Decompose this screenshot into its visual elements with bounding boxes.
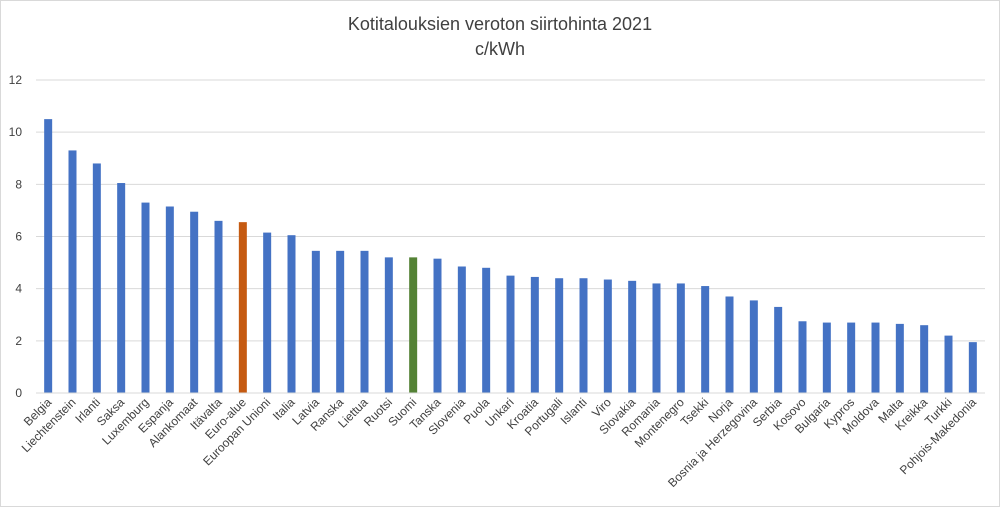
bar <box>44 119 53 393</box>
bar <box>798 321 807 393</box>
bar <box>117 183 126 393</box>
bar <box>847 322 856 393</box>
bar <box>555 278 564 393</box>
bar <box>190 211 199 393</box>
bar <box>384 257 393 393</box>
bar <box>530 276 539 393</box>
bar <box>360 250 369 393</box>
bar <box>822 322 831 393</box>
bar <box>165 206 174 393</box>
bar <box>238 222 247 393</box>
bar <box>433 258 442 393</box>
bar <box>895 323 904 393</box>
bars <box>44 119 977 393</box>
bar <box>141 202 150 393</box>
chart-subtitle: c/kWh <box>474 39 525 59</box>
bar <box>92 163 101 393</box>
bar <box>652 283 661 393</box>
x-tick-label: Islanti <box>558 395 590 427</box>
bar <box>603 279 612 393</box>
bar <box>287 235 296 393</box>
y-tick-label: 8 <box>15 177 22 191</box>
bar <box>749 300 758 393</box>
x-axis-labels: BelgiaLiechtensteinIrlantiSaksaLuxemburg… <box>19 395 979 490</box>
y-tick-label: 10 <box>9 125 23 139</box>
x-tick-label: Tsekki <box>678 395 711 428</box>
bar <box>336 250 345 393</box>
bar <box>944 335 953 393</box>
bar <box>214 220 223 393</box>
bar <box>457 266 466 393</box>
y-tick-label: 0 <box>15 386 22 400</box>
bar <box>774 306 783 393</box>
bar <box>701 286 710 393</box>
y-tick-label: 12 <box>9 73 23 87</box>
y-tick-label: 2 <box>15 334 22 348</box>
bar <box>725 296 734 393</box>
bar <box>676 283 685 393</box>
bar <box>311 250 320 393</box>
bar <box>871 322 880 393</box>
bar <box>409 257 418 393</box>
bar <box>263 232 272 393</box>
bar <box>482 267 491 393</box>
bar <box>920 325 929 393</box>
bar <box>628 280 637 393</box>
bar <box>579 278 588 393</box>
y-tick-label: 6 <box>15 230 22 244</box>
bar <box>68 150 77 393</box>
y-axis-ticks: 0 2 4 6 8 10 12 <box>9 73 23 400</box>
y-tick-label: 4 <box>15 282 22 296</box>
bar <box>968 342 977 393</box>
bar <box>506 275 515 393</box>
chart-title: Kotitalouksien veroton siirtohinta 2021 <box>347 14 653 34</box>
